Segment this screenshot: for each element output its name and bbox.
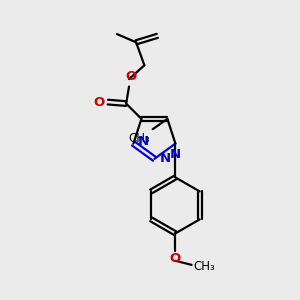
Text: N: N [170, 148, 181, 161]
Text: N: N [138, 135, 149, 148]
Text: CH₃: CH₃ [194, 260, 215, 273]
Text: O: O [125, 70, 136, 83]
Text: O: O [170, 252, 181, 265]
Text: N: N [160, 152, 171, 165]
Text: O: O [94, 96, 105, 109]
Text: CH₃: CH₃ [128, 131, 150, 145]
